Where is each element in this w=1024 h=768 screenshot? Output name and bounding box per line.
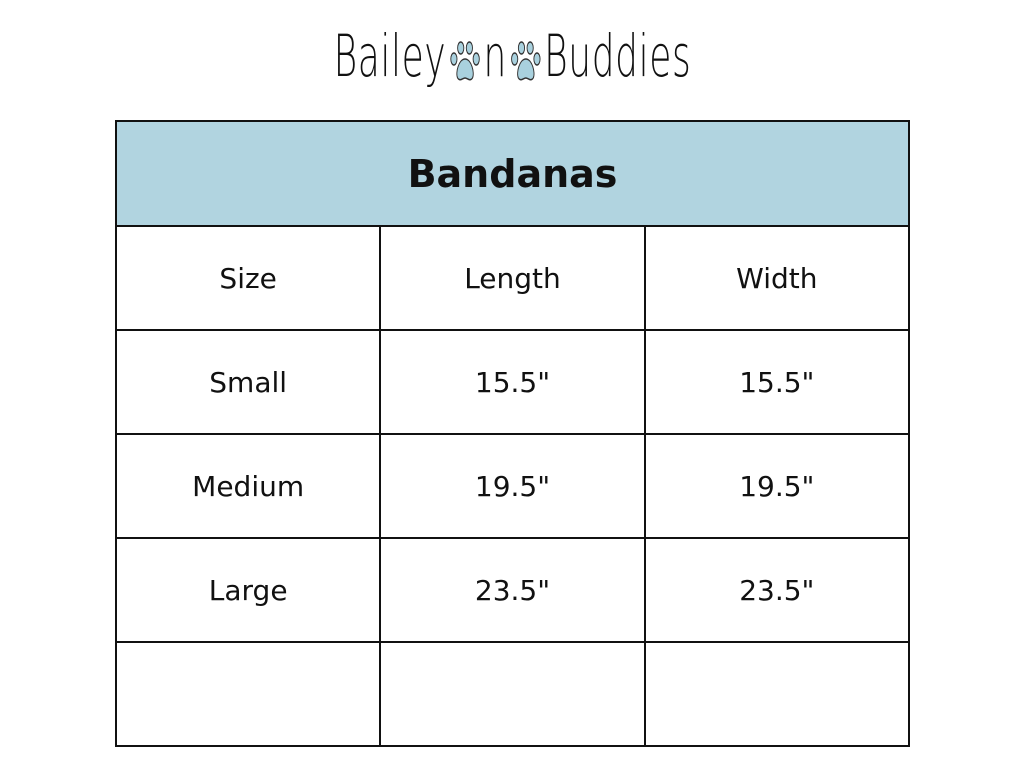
cell-width: 15.5" [643, 329, 911, 435]
logo-text-bailey: Bailey [333, 22, 446, 90]
cell-size: Large [114, 537, 382, 643]
column-header-size: Size [114, 225, 382, 331]
table-row: Small 15.5" 15.5" [114, 329, 911, 435]
cell-width [643, 641, 911, 747]
cell-length: 23.5" [379, 537, 646, 643]
table-row: Medium 19.5" 19.5" [114, 433, 911, 539]
paw-icon [449, 41, 480, 81]
paw-icon [510, 41, 540, 81]
header-row: Size Length Width [114, 225, 911, 331]
cell-width: 23.5" [643, 537, 911, 643]
cell-length: 19.5" [379, 433, 646, 539]
cell-length [379, 641, 646, 747]
table-title: Bandanas [115, 120, 910, 227]
logo-text-buddies: Buddies [543, 22, 691, 90]
cell-size: Small [114, 329, 382, 435]
table-row: Large 23.5" 23.5" [114, 537, 911, 643]
cell-size [114, 641, 382, 747]
logo-text-n: n [483, 22, 507, 90]
brand-logo: Bailey n Buddies [0, 22, 1024, 102]
cell-length: 15.5" [379, 329, 646, 435]
cell-width: 19.5" [643, 433, 911, 539]
cell-size: Medium [114, 433, 382, 539]
table-row-empty [114, 641, 911, 747]
column-header-length: Length [379, 225, 646, 331]
size-chart-table: Bandanas Size Length Width Small 15.5" 1… [114, 120, 911, 747]
column-header-width: Width [643, 225, 911, 331]
